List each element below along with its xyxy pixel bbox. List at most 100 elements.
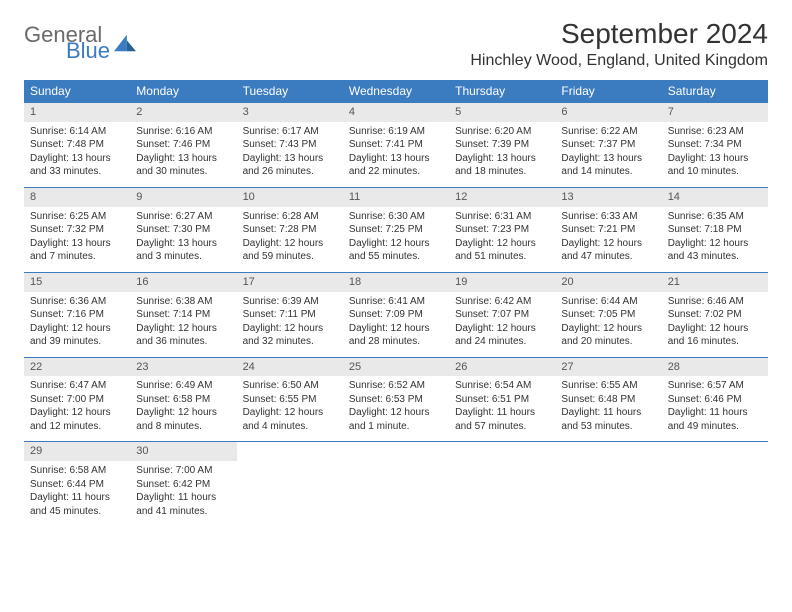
weekday-header: Saturday xyxy=(662,80,768,103)
detail-line: Sunrise: 6:47 AM xyxy=(30,379,124,393)
detail-line: Daylight: 13 hours xyxy=(455,152,549,166)
day-detail-row: Sunrise: 6:25 AMSunset: 7:32 PMDaylight:… xyxy=(24,207,768,273)
detail-line: and 4 minutes. xyxy=(243,420,337,434)
detail-line: and 47 minutes. xyxy=(561,250,655,264)
detail-line: Daylight: 12 hours xyxy=(136,406,230,420)
detail-line: Sunset: 7:48 PM xyxy=(30,138,124,152)
detail-line: Sunset: 7:07 PM xyxy=(455,308,549,322)
weekday-header: Monday xyxy=(130,80,236,103)
detail-line: Sunset: 7:09 PM xyxy=(349,308,443,322)
detail-line: Daylight: 12 hours xyxy=(668,322,762,336)
day-detail-cell: Sunrise: 6:23 AMSunset: 7:34 PMDaylight:… xyxy=(662,122,768,188)
day-number-cell: 15 xyxy=(24,272,130,291)
day-number-cell: 1 xyxy=(24,103,130,122)
day-number-cell: 29 xyxy=(24,442,130,461)
header: General Blue September 2024 Hinchley Woo… xyxy=(24,18,768,70)
day-number-row: 22232425262728 xyxy=(24,357,768,376)
detail-line: Sunset: 6:46 PM xyxy=(668,393,762,407)
detail-line: Sunset: 7:25 PM xyxy=(349,223,443,237)
day-detail-cell: Sunrise: 6:46 AMSunset: 7:02 PMDaylight:… xyxy=(662,292,768,358)
detail-line: Daylight: 11 hours xyxy=(455,406,549,420)
detail-line: Daylight: 13 hours xyxy=(30,152,124,166)
detail-line: Daylight: 12 hours xyxy=(349,322,443,336)
detail-line: and 30 minutes. xyxy=(136,165,230,179)
detail-line: Sunset: 7:00 PM xyxy=(30,393,124,407)
day-detail-cell xyxy=(237,461,343,526)
detail-line: Sunset: 7:16 PM xyxy=(30,308,124,322)
detail-line: Sunrise: 6:52 AM xyxy=(349,379,443,393)
detail-line: Sunrise: 6:31 AM xyxy=(455,210,549,224)
detail-line: Sunrise: 6:28 AM xyxy=(243,210,337,224)
day-number-cell: 3 xyxy=(237,103,343,122)
day-number-cell: 6 xyxy=(555,103,661,122)
day-number-cell: 16 xyxy=(130,272,236,291)
detail-line: Sunset: 7:32 PM xyxy=(30,223,124,237)
detail-line: Sunrise: 6:33 AM xyxy=(561,210,655,224)
detail-line: Sunset: 7:43 PM xyxy=(243,138,337,152)
detail-line: Sunrise: 6:22 AM xyxy=(561,125,655,139)
day-number-cell: 12 xyxy=(449,187,555,206)
detail-line: Sunrise: 6:44 AM xyxy=(561,295,655,309)
detail-line: Daylight: 11 hours xyxy=(561,406,655,420)
detail-line: and 59 minutes. xyxy=(243,250,337,264)
weekday-header: Thursday xyxy=(449,80,555,103)
detail-line: Sunset: 6:58 PM xyxy=(136,393,230,407)
detail-line: and 8 minutes. xyxy=(136,420,230,434)
detail-line: and 22 minutes. xyxy=(349,165,443,179)
day-detail-cell: Sunrise: 6:27 AMSunset: 7:30 PMDaylight:… xyxy=(130,207,236,273)
day-detail-cell: Sunrise: 6:35 AMSunset: 7:18 PMDaylight:… xyxy=(662,207,768,273)
day-number-row: 891011121314 xyxy=(24,187,768,206)
day-number-cell: 2 xyxy=(130,103,236,122)
detail-line: Sunrise: 6:23 AM xyxy=(668,125,762,139)
detail-line: Daylight: 13 hours xyxy=(243,152,337,166)
detail-line: Daylight: 12 hours xyxy=(30,322,124,336)
detail-line: and 24 minutes. xyxy=(455,335,549,349)
day-detail-cell: Sunrise: 6:42 AMSunset: 7:07 PMDaylight:… xyxy=(449,292,555,358)
day-number-cell xyxy=(343,442,449,461)
day-detail-row: Sunrise: 6:36 AMSunset: 7:16 PMDaylight:… xyxy=(24,292,768,358)
detail-line: and 41 minutes. xyxy=(136,505,230,519)
day-number-cell: 4 xyxy=(343,103,449,122)
day-detail-cell: Sunrise: 6:19 AMSunset: 7:41 PMDaylight:… xyxy=(343,122,449,188)
detail-line: Sunset: 7:14 PM xyxy=(136,308,230,322)
day-detail-cell xyxy=(343,461,449,526)
detail-line: Daylight: 13 hours xyxy=(668,152,762,166)
detail-line: Sunrise: 6:14 AM xyxy=(30,125,124,139)
logo: General Blue xyxy=(24,18,136,62)
day-number-cell: 23 xyxy=(130,357,236,376)
detail-line: Daylight: 12 hours xyxy=(243,237,337,251)
detail-line: Sunrise: 6:27 AM xyxy=(136,210,230,224)
detail-line: Daylight: 13 hours xyxy=(349,152,443,166)
day-number-cell: 9 xyxy=(130,187,236,206)
detail-line: and 3 minutes. xyxy=(136,250,230,264)
detail-line: and 51 minutes. xyxy=(455,250,549,264)
detail-line: Daylight: 12 hours xyxy=(349,237,443,251)
detail-line: Daylight: 12 hours xyxy=(349,406,443,420)
day-number-row: 15161718192021 xyxy=(24,272,768,291)
detail-line: Sunset: 7:39 PM xyxy=(455,138,549,152)
day-number-cell: 17 xyxy=(237,272,343,291)
detail-line: Sunrise: 6:19 AM xyxy=(349,125,443,139)
detail-line: and 14 minutes. xyxy=(561,165,655,179)
detail-line: and 43 minutes. xyxy=(668,250,762,264)
calendar-table: SundayMondayTuesdayWednesdayThursdayFrid… xyxy=(24,80,768,526)
day-detail-cell: Sunrise: 6:20 AMSunset: 7:39 PMDaylight:… xyxy=(449,122,555,188)
detail-line: Sunset: 6:48 PM xyxy=(561,393,655,407)
day-detail-row: Sunrise: 6:58 AMSunset: 6:44 PMDaylight:… xyxy=(24,461,768,526)
detail-line: Daylight: 12 hours xyxy=(561,237,655,251)
detail-line: Sunset: 7:23 PM xyxy=(455,223,549,237)
logo-triangle-icon xyxy=(114,34,136,52)
detail-line: Sunrise: 6:35 AM xyxy=(668,210,762,224)
day-number-cell: 10 xyxy=(237,187,343,206)
day-detail-cell: Sunrise: 6:49 AMSunset: 6:58 PMDaylight:… xyxy=(130,376,236,442)
day-number-cell: 8 xyxy=(24,187,130,206)
detail-line: and 10 minutes. xyxy=(668,165,762,179)
month-title: September 2024 xyxy=(470,18,768,50)
detail-line: and 49 minutes. xyxy=(668,420,762,434)
detail-line: Daylight: 13 hours xyxy=(136,237,230,251)
day-number-cell: 24 xyxy=(237,357,343,376)
detail-line: Sunrise: 6:50 AM xyxy=(243,379,337,393)
day-detail-cell: Sunrise: 6:25 AMSunset: 7:32 PMDaylight:… xyxy=(24,207,130,273)
detail-line: and 7 minutes. xyxy=(30,250,124,264)
detail-line: and 57 minutes. xyxy=(455,420,549,434)
